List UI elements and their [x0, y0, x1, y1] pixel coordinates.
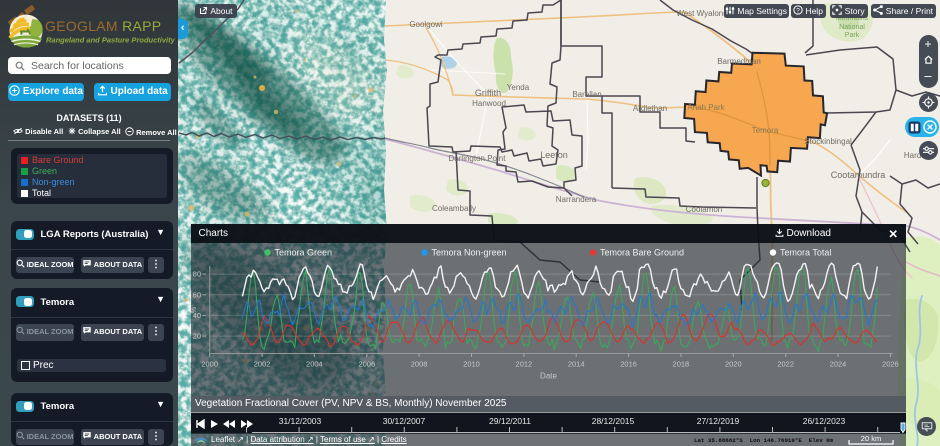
svg-text:2008: 2008 [411, 360, 428, 369]
svg-text:Park: Park [845, 32, 860, 39]
svg-text:2002: 2002 [254, 360, 271, 369]
svg-text:60: 60 [193, 290, 201, 299]
svg-text:National: National [839, 24, 865, 31]
svg-text:Ardlethan: Ardlethan [633, 104, 667, 113]
svg-text:2012: 2012 [516, 360, 533, 369]
svg-text:Griffith: Griffith [475, 88, 501, 98]
svg-text:West Wyalong: West Wyalong [676, 9, 727, 18]
svg-text:Barellan: Barellan [572, 90, 601, 99]
svg-text:Temora Bare Ground: Temora Bare Ground [600, 248, 684, 258]
svg-text:Coolamon: Coolamon [686, 205, 722, 214]
svg-text:Temora: Temora [752, 126, 779, 135]
svg-text:2014: 2014 [568, 360, 585, 369]
svg-text:GEOGLAM RAPP: GEOGLAM RAPP [45, 18, 161, 34]
svg-text:2024: 2024 [830, 360, 847, 369]
svg-text:Hanwood: Hanwood [472, 99, 506, 108]
svg-text:Temora Green: Temora Green [275, 248, 333, 258]
svg-text:2018: 2018 [673, 360, 690, 369]
svg-text:2000: 2000 [201, 360, 218, 369]
svg-text:2020: 2020 [725, 360, 742, 369]
svg-text:80: 80 [193, 270, 201, 279]
svg-text:Cootamundra: Cootamundra [831, 170, 886, 180]
svg-text:Yenda: Yenda [507, 83, 530, 92]
svg-text:Leeton: Leeton [540, 150, 568, 160]
svg-text:Rangeland and Pasture Producti: Rangeland and Pasture Productivity [46, 36, 176, 45]
svg-text:2022: 2022 [777, 360, 794, 369]
svg-text:40: 40 [193, 311, 201, 320]
svg-text:20: 20 [193, 332, 201, 341]
svg-text:2016: 2016 [620, 360, 637, 369]
svg-text:Barmedman: Barmedman [717, 57, 761, 66]
svg-text:Stockinbingal: Stockinbingal [804, 137, 852, 146]
svg-text:Temora Non-green: Temora Non-green [432, 248, 507, 258]
svg-text:Darlington Point: Darlington Point [449, 154, 507, 163]
svg-text:Ariah Park: Ariah Park [687, 103, 725, 112]
svg-text:2004: 2004 [306, 360, 323, 369]
svg-text:Coleambally: Coleambally [432, 204, 476, 213]
svg-text:2026: 2026 [882, 360, 899, 369]
svg-text:%: % [189, 306, 198, 313]
svg-text:Mountains: Mountains [836, 15, 869, 22]
svg-text:Goolgowi: Goolgowi [409, 20, 443, 29]
svg-text:?: ? [796, 7, 800, 14]
svg-text:2006: 2006 [358, 360, 375, 369]
svg-text:Date: Date [540, 372, 557, 381]
svg-text:Narrandera: Narrandera [556, 195, 597, 204]
svg-text:Harden: Harden [904, 151, 930, 160]
svg-text:Temora Total: Temora Total [780, 248, 831, 258]
svg-text:2010: 2010 [463, 360, 480, 369]
